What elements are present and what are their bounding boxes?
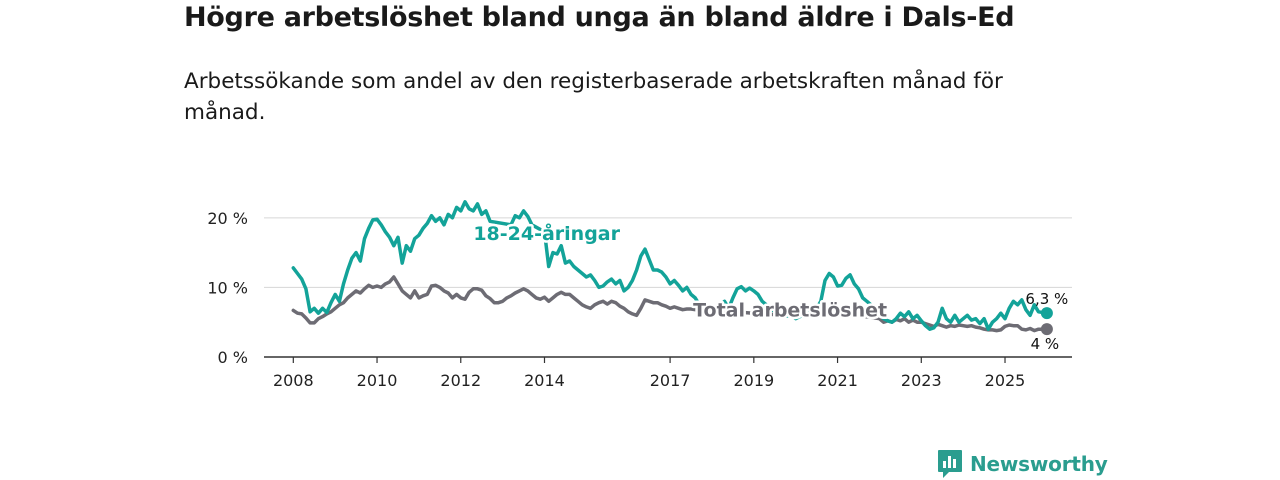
y-tick-label: 0 % [218,348,248,367]
newsworthy-bar-chart-icon [938,450,962,478]
newsworthy-logo: Newsworthy [937,449,1108,479]
x-tick-label: 2008 [273,371,314,390]
end-value-label-young: 6,3 % [1025,290,1068,308]
series-label-total: Total arbetslöshet [693,300,887,322]
x-tick-label: 2023 [901,371,942,390]
chart-title: Högre arbetslöshet bland unga än bland ä… [184,2,1015,33]
x-tick-label: 2025 [985,371,1026,390]
brand-name: Newsworthy [970,452,1108,476]
x-tick-label: 2017 [650,371,691,390]
chart-subtitle: Arbetssökande som andel av den registerb… [184,69,1003,125]
y-tick-label: 20 % [207,209,248,228]
line-chart: 0 % 10 % 20 % 2008 2010 2012 2014 2017 2019 2021 2… [207,200,1072,390]
x-tick-label: 2019 [733,371,774,390]
series-line-young [291,200,1049,331]
x-tick-label: 2014 [524,371,565,390]
y-tick-label: 10 % [207,278,248,297]
x-tick-label: 2021 [817,371,858,390]
series-label-young: 18-24-åringar [473,221,620,245]
end-marker-total [1040,323,1053,336]
x-tick-label: 2010 [357,371,398,390]
series-lines [291,200,1049,333]
end-value-label-total: 4 % [1031,335,1060,353]
axes: 0 % 10 % 20 % 2008 2010 2012 2014 2017 2019 2021 2… [207,209,1072,390]
x-tick-label: 2012 [440,371,481,390]
series-labels: 6,3 % 4 % 18-24-åringar Total arbetslöshet [471,219,1068,354]
series-line-total [291,275,1049,333]
end-marker-young [1040,307,1053,320]
